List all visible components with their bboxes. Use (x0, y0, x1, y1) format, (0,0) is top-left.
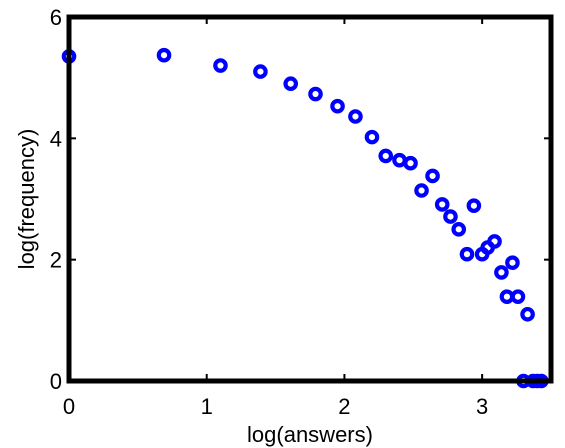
data-point (364, 129, 380, 145)
data-point (283, 76, 299, 92)
data-point (451, 222, 467, 237)
data-point (510, 289, 526, 304)
x-tick-label: 2 (338, 394, 350, 419)
data-point (253, 64, 268, 79)
data-point (403, 155, 418, 171)
tick-labels: 0 1 2 3 0 2 4 6 (50, 5, 489, 419)
axis-ticks (68, 16, 551, 382)
y-tick-label: 0 (50, 369, 62, 394)
data-point (499, 289, 515, 304)
y-tick-label: 2 (50, 248, 62, 273)
x-axis-label: log(answers) (247, 422, 373, 447)
data-point (434, 197, 450, 212)
data-point (494, 265, 509, 280)
data-point (505, 255, 520, 270)
data-point (425, 168, 440, 184)
data-point (392, 152, 407, 168)
data-point (487, 234, 502, 249)
plot-frame (66, 14, 554, 384)
y-axis-label: log(frequency) (14, 129, 39, 270)
data-point (443, 209, 458, 224)
data-point (330, 98, 345, 114)
data-point (414, 183, 429, 198)
data-point (459, 246, 475, 262)
x-tick-label: 3 (476, 394, 488, 419)
data-point (348, 109, 363, 124)
y-tick-label: 6 (50, 5, 62, 30)
data-point (520, 306, 535, 322)
y-tick-label: 4 (50, 126, 62, 151)
data-point (378, 148, 394, 164)
x-tick-label: 0 (63, 394, 75, 419)
data-points (61, 47, 549, 389)
data-point (466, 198, 482, 213)
data-point (213, 58, 228, 73)
data-point (156, 47, 172, 63)
x-tick-label: 1 (201, 394, 213, 419)
data-point (308, 86, 323, 102)
